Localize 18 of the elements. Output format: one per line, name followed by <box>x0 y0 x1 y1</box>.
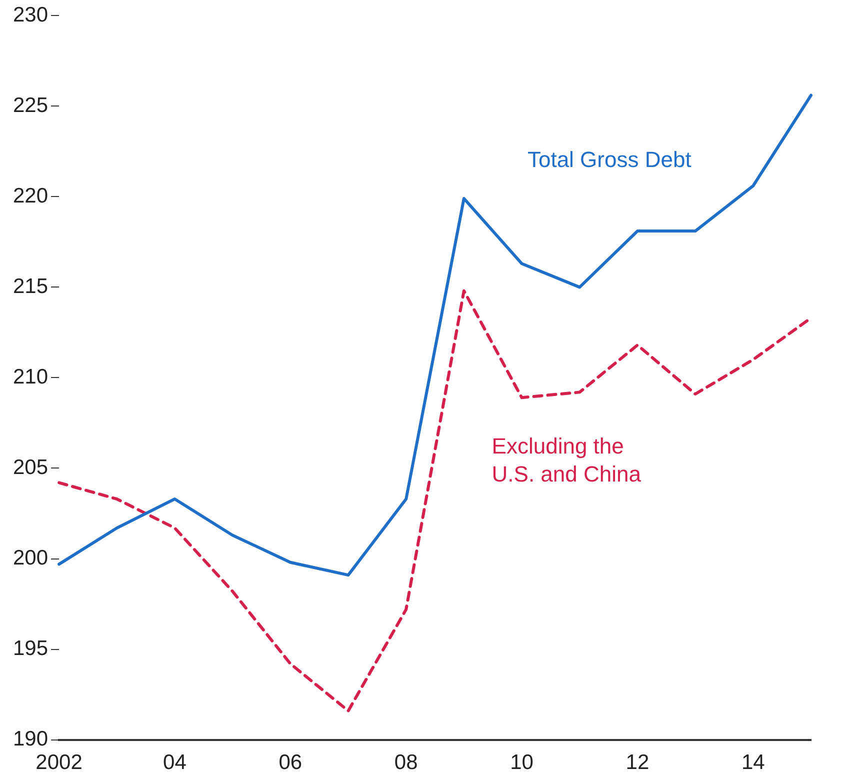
y-tick-label: 215 <box>12 274 48 298</box>
y-tick-label: 230 <box>12 3 48 26</box>
x-tick-label: 12 <box>626 751 650 774</box>
y-tick-label: 200 <box>12 546 48 570</box>
y-tick-label: 220 <box>12 184 48 208</box>
x-tick-label: 06 <box>278 751 302 774</box>
y-tick-label: 195 <box>12 637 48 660</box>
text: Excluding the U.S. and China <box>492 434 642 487</box>
x-tick-label: 04 <box>163 751 187 774</box>
y-tick-label: 205 <box>12 456 48 480</box>
x-tick-label: 2002 <box>36 751 82 774</box>
x-tick-label: 08 <box>394 751 418 774</box>
y-tick-label: 225 <box>12 94 48 117</box>
x-tick-label: 14 <box>741 751 766 774</box>
x-tick-label: 10 <box>510 751 534 774</box>
text: Total Gross Debt <box>527 147 692 172</box>
y-tick-label: 190 <box>12 728 48 751</box>
y-tick-label: 210 <box>12 365 48 388</box>
